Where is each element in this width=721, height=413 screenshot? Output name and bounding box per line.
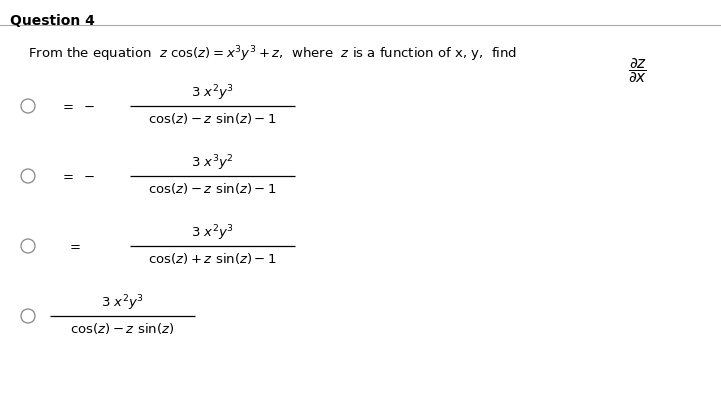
Text: $=$: $=$	[67, 239, 81, 252]
Text: $3\ x^2y^3$: $3\ x^2y^3$	[191, 83, 234, 103]
Text: $3\ x^2y^3$: $3\ x^2y^3$	[191, 223, 234, 242]
Text: $\mathsf{cos}(z) - z\ \mathsf{sin}(z) - 1$: $\mathsf{cos}(z) - z\ \mathsf{sin}(z) - …	[148, 180, 277, 195]
Text: $\mathsf{cos}(z) - z\ \mathsf{sin}(z)$: $\mathsf{cos}(z) - z\ \mathsf{sin}(z)$	[71, 320, 174, 335]
Text: $\mathsf{cos}(z) - z\ \mathsf{sin}(z) - 1$: $\mathsf{cos}(z) - z\ \mathsf{sin}(z) - …	[148, 111, 277, 126]
Text: Question 4: Question 4	[10, 14, 95, 28]
Text: $3\ x^3y^2$: $3\ x^3y^2$	[191, 153, 234, 173]
Text: $\mathsf{cos}(z) + z\ \mathsf{sin}(z) - 1$: $\mathsf{cos}(z) + z\ \mathsf{sin}(z) - …	[148, 250, 277, 266]
Text: $= \ -$: $= \ -$	[60, 99, 95, 112]
Text: From the equation  $z\ \mathsf{cos}(z) = x^3y^3 + z$,  where  $z$ is a function : From the equation $z\ \mathsf{cos}(z) = …	[28, 44, 517, 64]
Text: $\dfrac{\partial z}{\partial x}$: $\dfrac{\partial z}{\partial x}$	[628, 56, 647, 85]
Text: $= \ -$: $= \ -$	[60, 169, 95, 182]
Text: $3\ x^2y^3$: $3\ x^2y^3$	[101, 293, 144, 312]
